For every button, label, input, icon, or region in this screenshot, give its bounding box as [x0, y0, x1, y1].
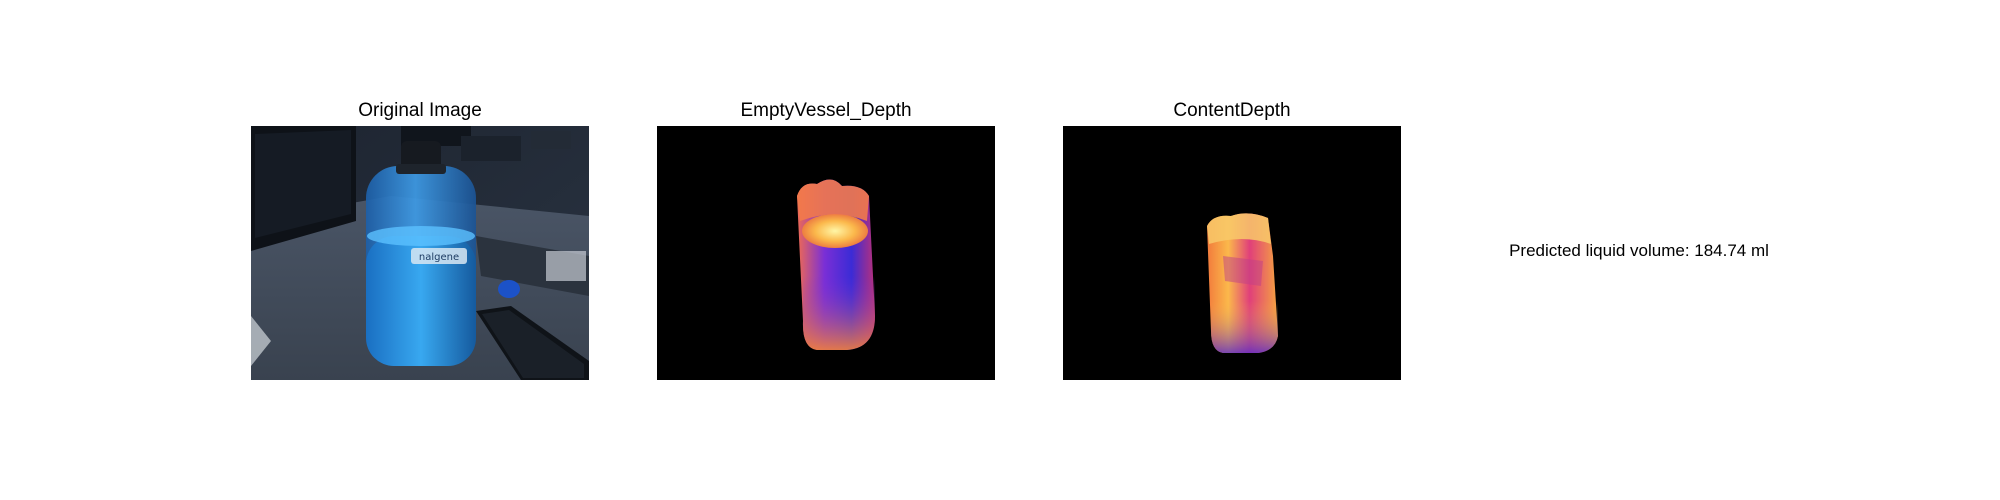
- content-depth-map: [1063, 126, 1401, 380]
- empty-vessel-depth-map: [657, 126, 995, 380]
- content-depth-panel: [1063, 126, 1401, 380]
- original-image-panel: nalgene: [251, 126, 589, 380]
- original-image-title: Original Image: [358, 100, 482, 121]
- original-photo: nalgene: [251, 126, 589, 380]
- empty-vessel-depth-panel: [657, 126, 995, 380]
- predicted-volume-text: Predicted liquid volume: 184.74 ml: [1509, 241, 1769, 260]
- bottle-label-text: nalgene: [419, 252, 459, 263]
- content-depth-title: ContentDepth: [1173, 100, 1291, 121]
- empty-vessel-depth-title: EmptyVessel_Depth: [740, 100, 912, 121]
